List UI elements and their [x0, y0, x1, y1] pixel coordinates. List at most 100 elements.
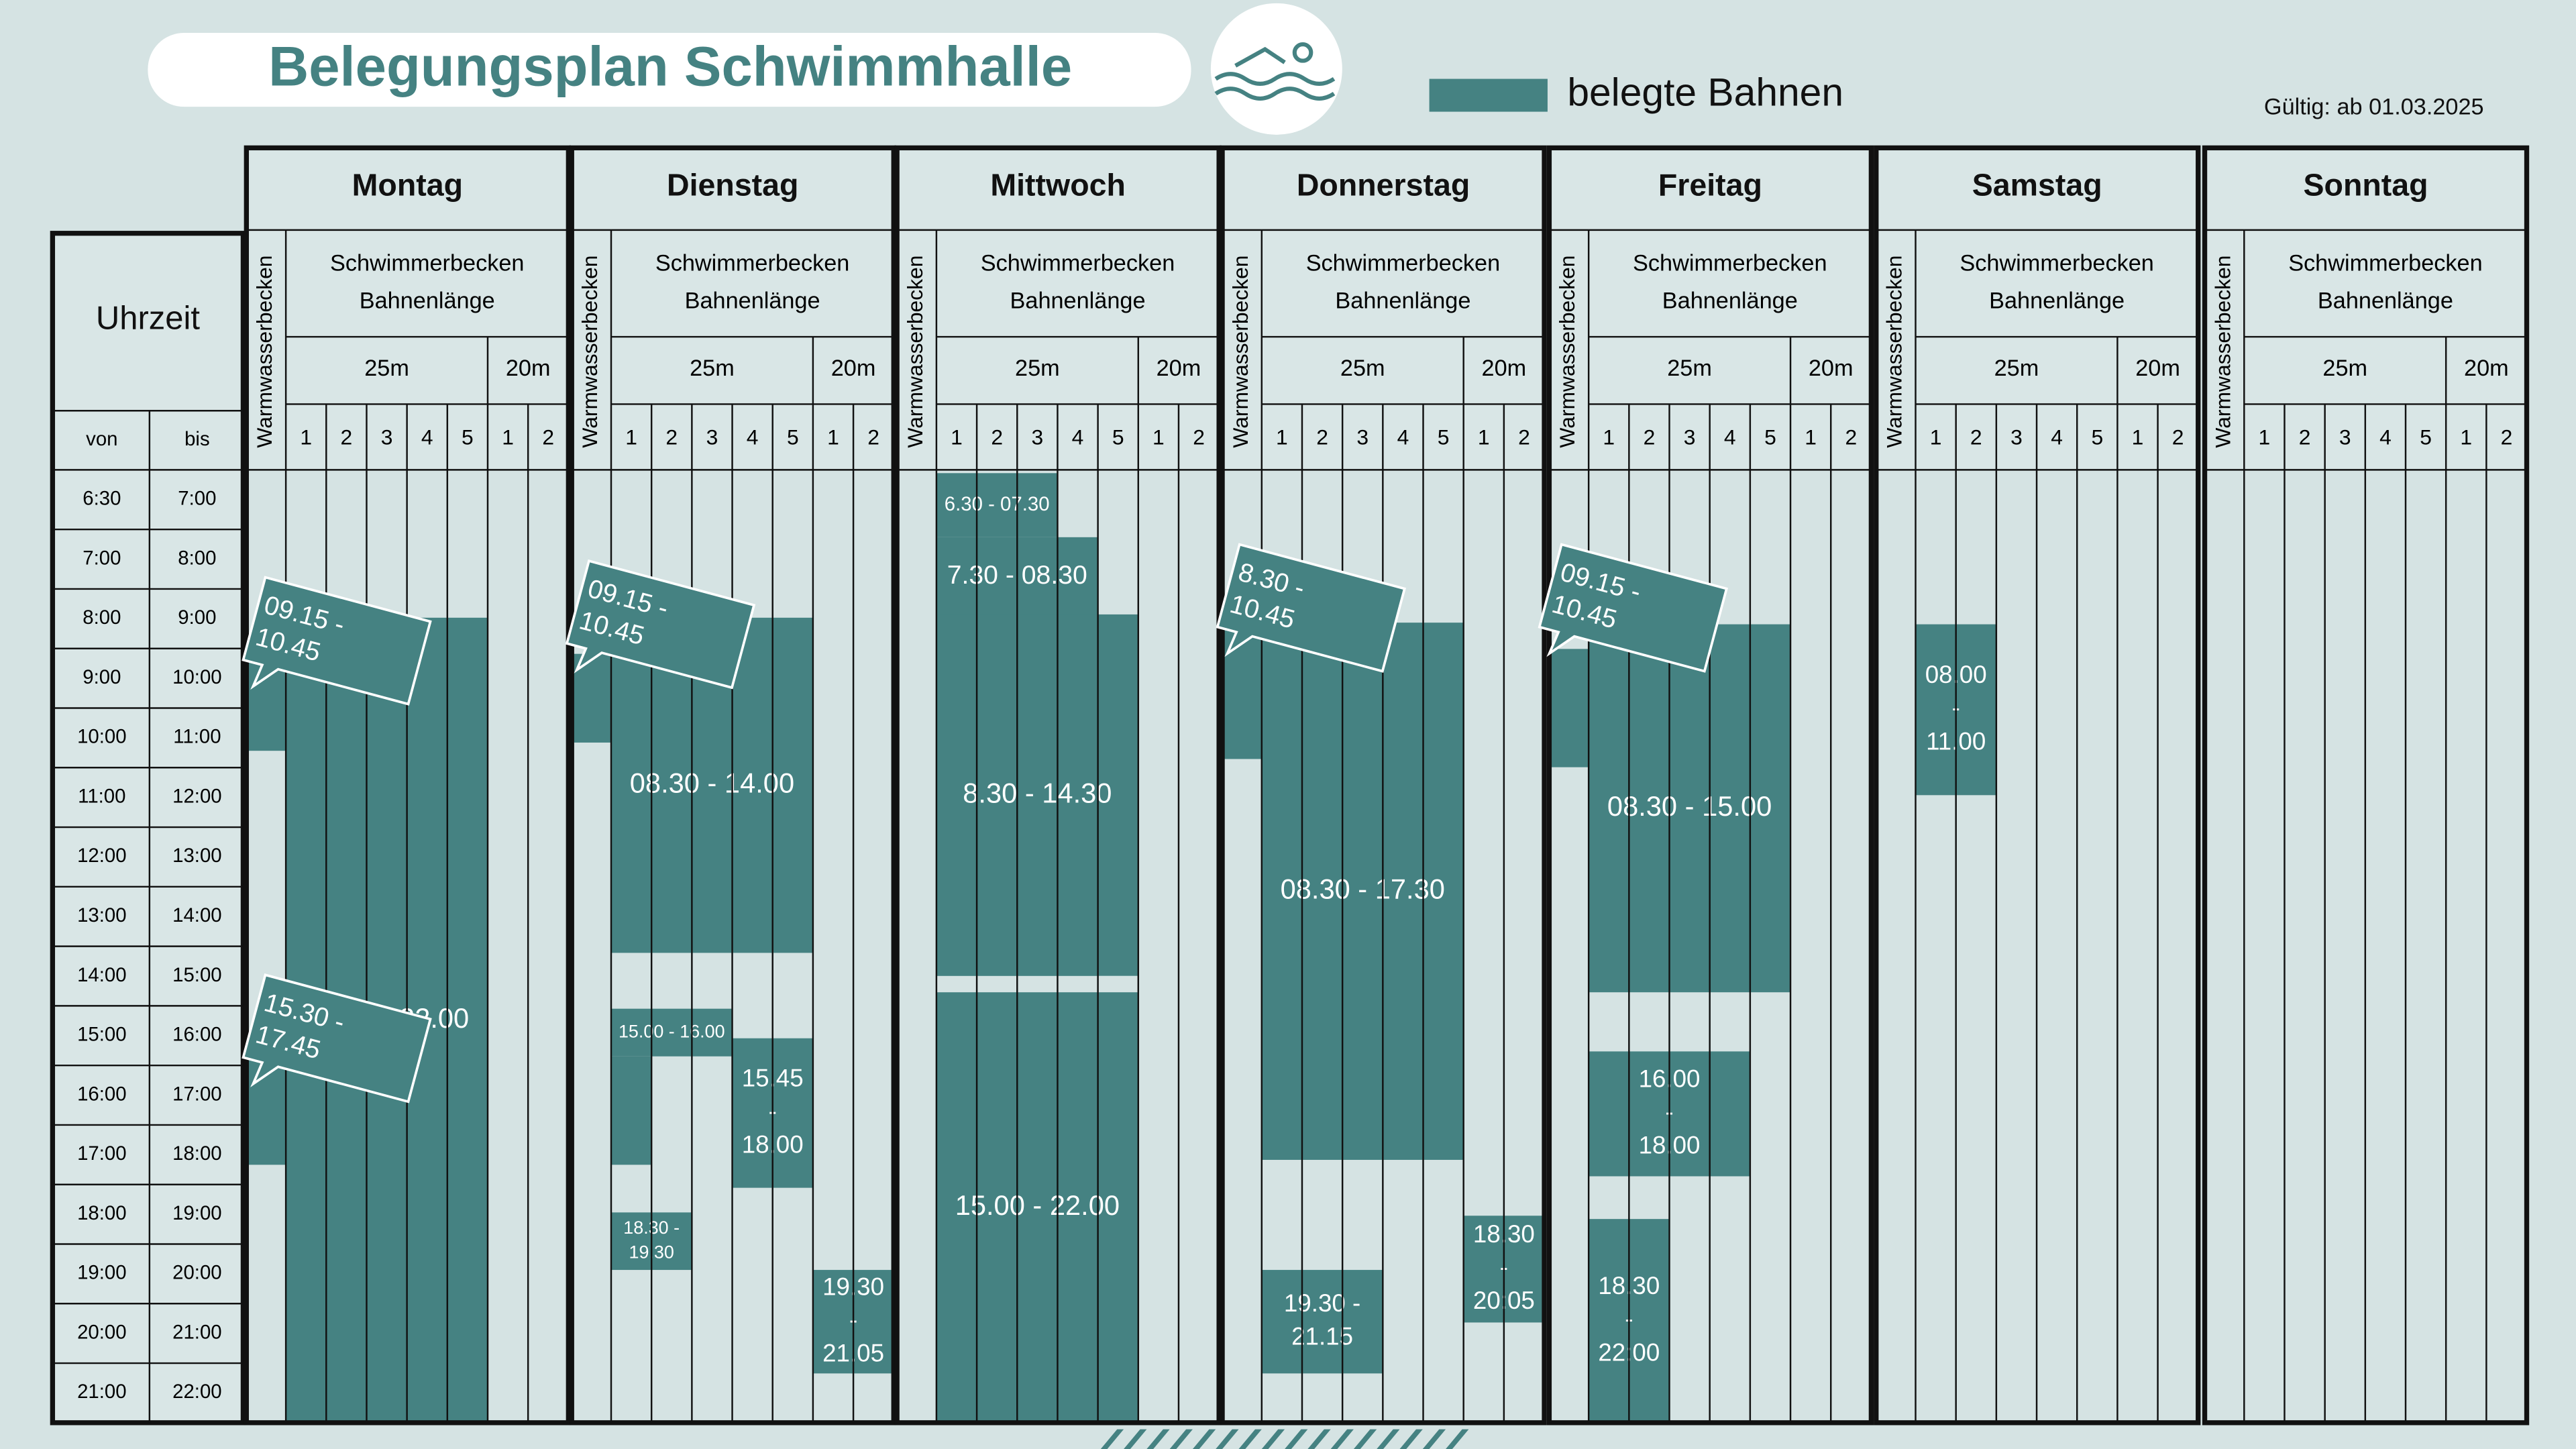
lane-number: 1 [2460, 425, 2472, 449]
lane-number: 2 [991, 425, 1003, 449]
lane-number: 2 [1644, 425, 1656, 449]
von-label: von [86, 428, 117, 450]
occupied-block [1261, 623, 1464, 1160]
lane-number: 4 [1397, 425, 1409, 449]
bis-label: bis [184, 428, 210, 450]
len25-label: 25m [364, 356, 409, 381]
valid-date: Gültig: ab 01.03.2025 [2264, 95, 2484, 120]
title-pill [148, 32, 1191, 107]
occupied-block [1589, 624, 1791, 993]
lane-number: 2 [1316, 425, 1328, 449]
lane-number: 4 [2051, 425, 2063, 449]
time-bis: 22:00 [172, 1381, 222, 1403]
lane-number: 1 [2132, 425, 2144, 449]
lane-number: 3 [1032, 425, 1044, 449]
time-von: 15:00 [77, 1024, 127, 1046]
callout: 09.15 -10.45 [1538, 543, 1729, 673]
block-label: 08.30 - 15.00 [1607, 790, 1772, 822]
len20-label: 20m [1482, 356, 1527, 381]
len25-label: 25m [1667, 356, 1712, 381]
lane-number: 2 [1518, 425, 1530, 449]
time-von: 10:00 [77, 726, 127, 748]
lane-number: 2 [1970, 425, 1982, 449]
day-frame [894, 145, 1222, 1426]
time-bis: 16:00 [172, 1024, 222, 1046]
lane-number: 5 [787, 425, 799, 449]
block-label: 6.30 - 07.30 [945, 493, 1050, 515]
lane-number: 3 [706, 425, 718, 449]
callout-bubble [1216, 543, 1407, 673]
block-label: 15.00 - 22.00 [955, 1189, 1120, 1221]
day-frame [244, 145, 572, 1426]
occupied-block [936, 614, 1138, 976]
warm-label: Warmwasserbecken [2210, 256, 2235, 448]
time-von: 21:00 [77, 1381, 127, 1403]
legend-swatch [1429, 78, 1548, 112]
lane-number: 1 [502, 425, 514, 449]
time-bis: 21:00 [172, 1321, 222, 1343]
day-name: Montag [352, 167, 463, 202]
len25-label: 25m [1340, 356, 1385, 381]
pool-label: Bahnenlänge [1989, 288, 2125, 314]
lane-number: 1 [1930, 425, 1942, 449]
len25-label: 25m [1015, 356, 1060, 381]
time-bis: 8:00 [178, 547, 216, 569]
pool-label: Schwimmerbecken [981, 250, 1175, 276]
time-von: 18:00 [77, 1202, 127, 1224]
warm-label: Warmwasserbecken [1882, 256, 1907, 448]
time-von: 17:00 [77, 1142, 127, 1165]
warm-label: Warmwasserbecken [252, 256, 276, 448]
lane-number: 1 [1603, 425, 1615, 449]
time-bis: 15:00 [172, 964, 222, 986]
time-bis: 9:00 [178, 606, 216, 629]
time-bis: 12:00 [172, 785, 222, 807]
pool-label: Bahnenlänge [1335, 288, 1470, 314]
len25-label: 25m [2322, 356, 2367, 381]
len20-label: 20m [1157, 356, 1201, 381]
lane-number: 1 [300, 425, 312, 449]
time-von: 14:00 [77, 964, 127, 986]
lane-number: 5 [2091, 425, 2103, 449]
block-label: 08.30 - 17.30 [1281, 873, 1445, 905]
callout: 09.15 -10.45 [565, 559, 756, 690]
time-bis: 17:00 [172, 1083, 222, 1105]
block-label: 08.30 - 14.00 [630, 767, 794, 799]
day-name: Freitag [1658, 167, 1762, 202]
time-bis: 14:00 [172, 904, 222, 926]
warm-label: Warmwasserbecken [578, 256, 602, 448]
time-column [50, 231, 246, 1426]
swim-icon [1210, 3, 1342, 135]
occupied-slot [1549, 649, 1589, 767]
lane-number: 2 [1193, 425, 1205, 449]
day-name: Dienstag [667, 167, 798, 202]
callout: 8.30 -10.45 [1216, 543, 1407, 673]
time-bis: 11:00 [173, 726, 221, 748]
day-name: Sonntag [2304, 167, 2428, 202]
lane-number: 2 [542, 425, 554, 449]
occupied-block [611, 1008, 733, 1057]
day-name: Mittwoch [990, 167, 1126, 202]
swim-icon-lines [1214, 42, 1336, 101]
warm-label: Warmwasserbecken [903, 256, 927, 448]
pool-label: Schwimmerbecken [1306, 250, 1500, 276]
callout-bubble [565, 559, 756, 690]
callout-bubble [241, 973, 432, 1104]
lane-number: 2 [341, 425, 353, 449]
lane-number: 3 [1356, 425, 1368, 449]
callout-bubble [1538, 543, 1729, 673]
time-von: 6:30 [83, 488, 121, 510]
time-von: 7:00 [83, 547, 121, 569]
block-label: 21.15 [1291, 1323, 1353, 1350]
lane-number: 3 [2010, 425, 2023, 449]
time-von: 8:00 [83, 606, 121, 629]
time-bis: 13:00 [172, 845, 222, 867]
len25-label: 25m [1994, 356, 2039, 381]
occupied-block [1261, 1270, 1383, 1374]
len20-label: 20m [1809, 356, 1854, 381]
pool-label: Schwimmerbecken [1633, 250, 1827, 276]
lane-number: 1 [2259, 425, 2271, 449]
block-label: 15.00 - 16.00 [619, 1021, 725, 1041]
time-von: 19:00 [77, 1262, 127, 1284]
time-bis: 18:00 [172, 1142, 222, 1165]
